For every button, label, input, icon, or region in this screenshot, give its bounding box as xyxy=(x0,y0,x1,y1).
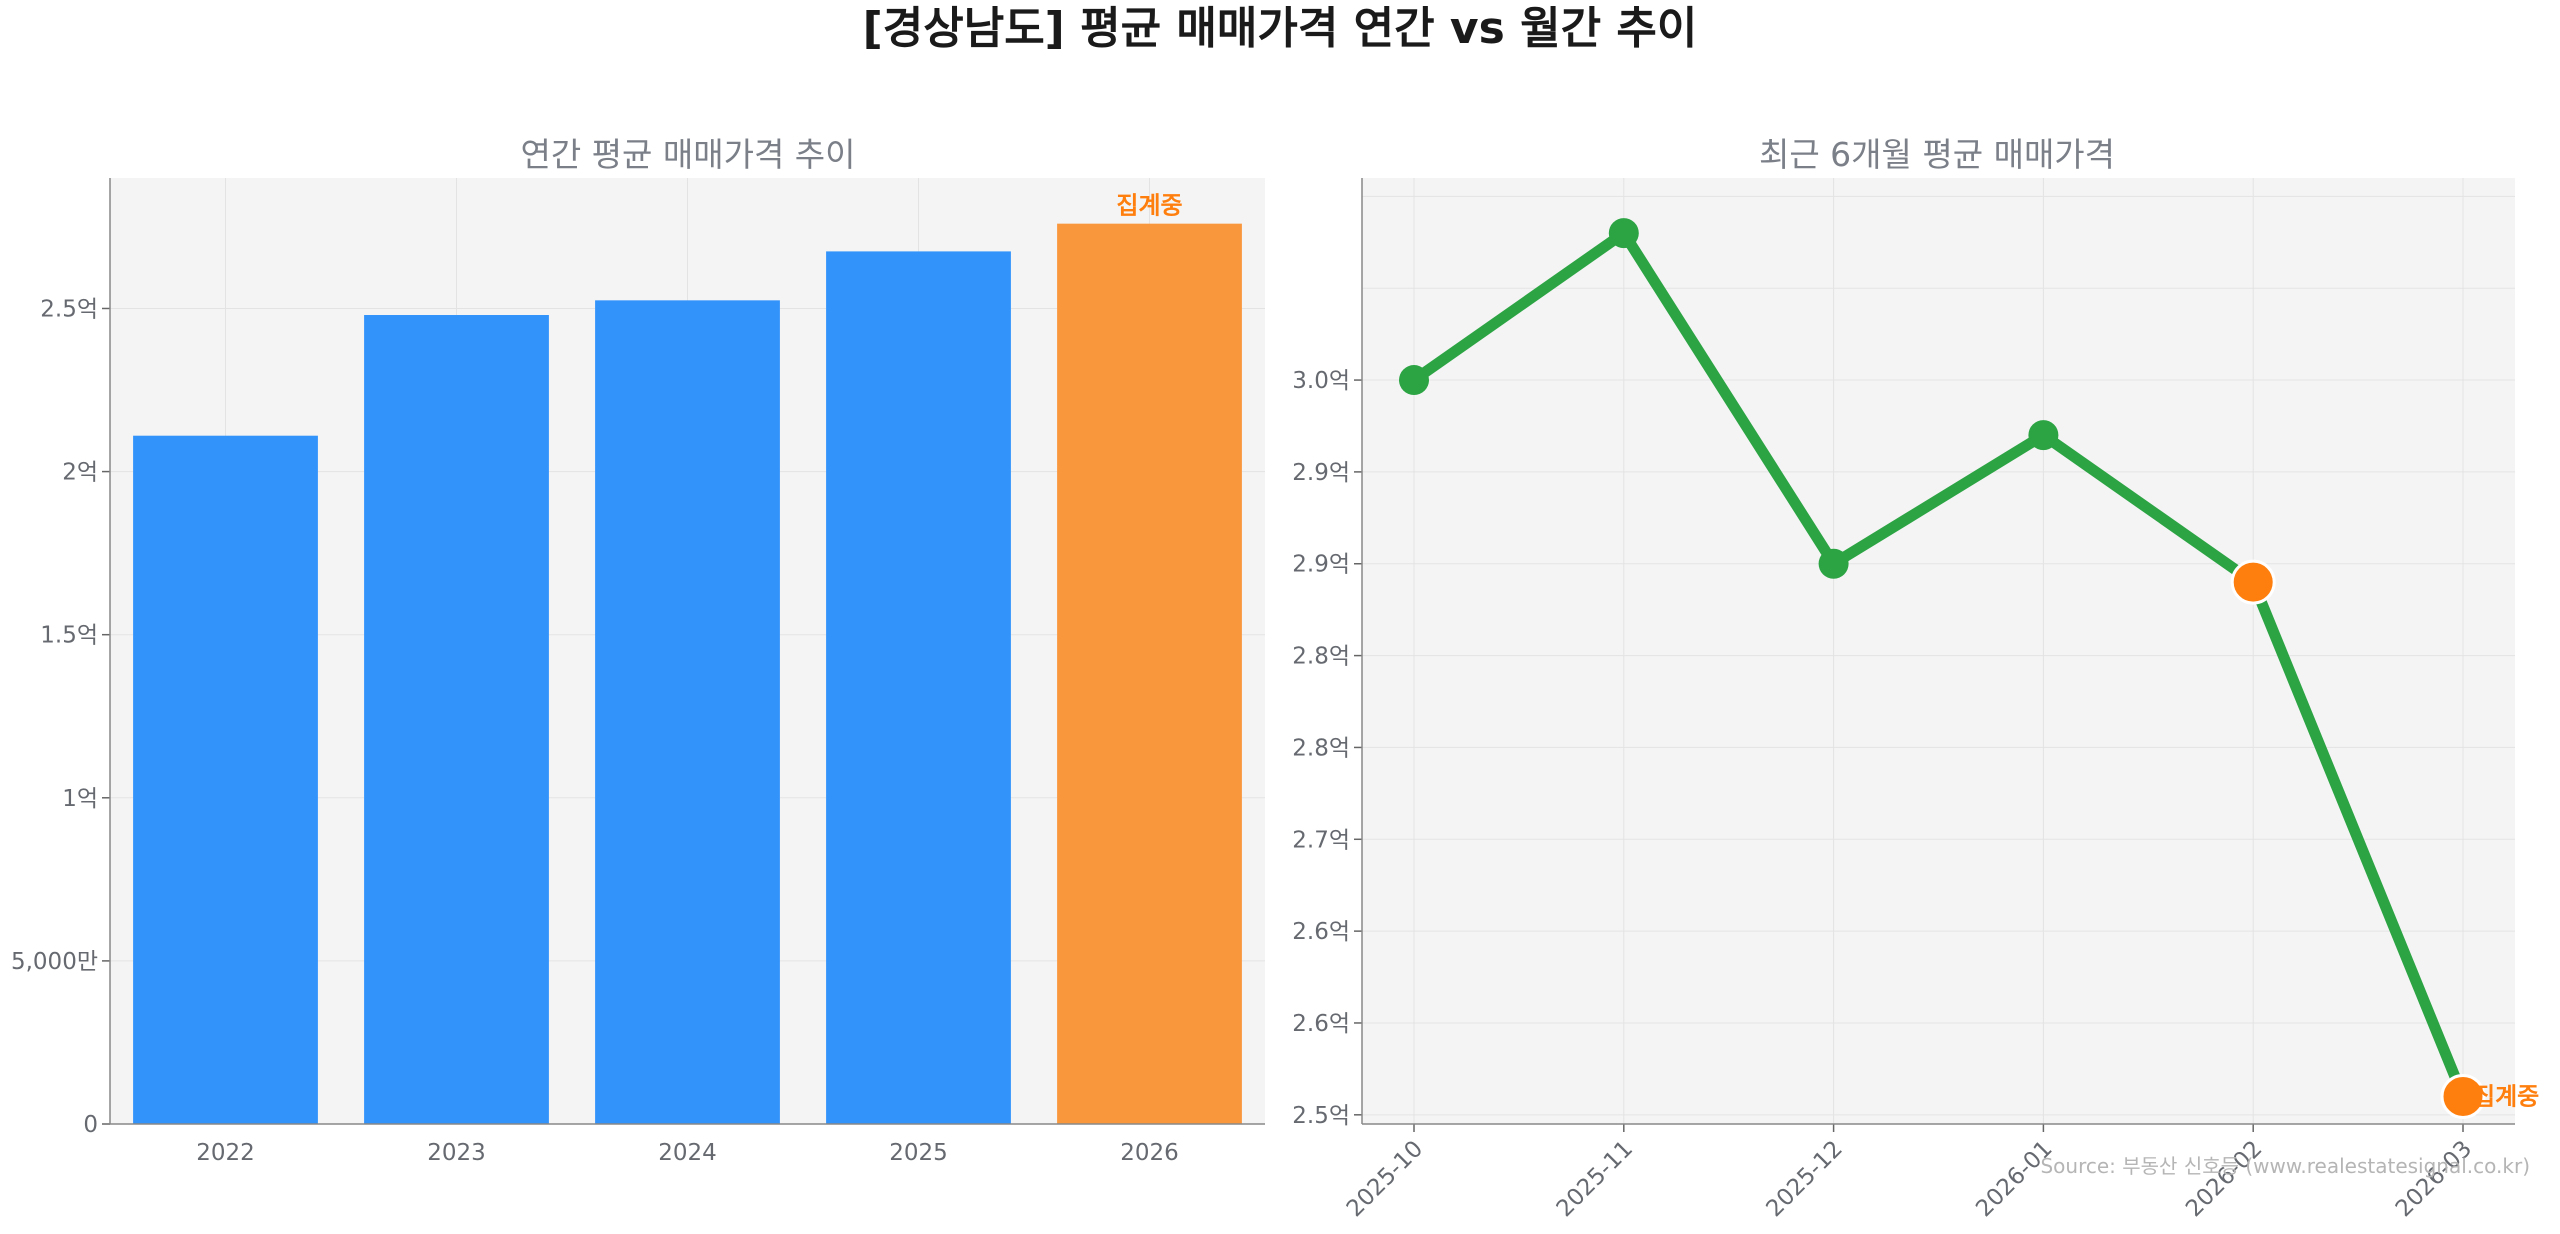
point-2026-03 xyxy=(2440,1073,2486,1119)
y-tick-label: 3.0억 xyxy=(1292,368,1350,394)
y-tick-label: 1억 xyxy=(62,786,98,812)
source-note: Source: 부동산 신호등 (www.realestatesignal.co… xyxy=(2040,1154,2530,1178)
bar-2026 xyxy=(1057,223,1242,1125)
bar-2023 xyxy=(364,315,549,1124)
y-tick-label: 0 xyxy=(83,1112,98,1138)
y-tick-label: 2.9억 xyxy=(1292,552,1350,578)
x-tick-label: 2026-02 xyxy=(2181,1136,2267,1222)
annual-bar-chart: 연간 평균 매매가격 추이 2022 2023 2024 2025 2026 집계중 0 5,… xyxy=(11,135,1265,1166)
plot-area xyxy=(1362,178,2515,1124)
x-tick-label: 2023 xyxy=(427,1140,486,1166)
x-tick-label: 2025-11 xyxy=(1552,1136,1638,1222)
y-tick-label: 2.9억 xyxy=(1292,460,1350,486)
monthly-line-chart: 최근 6개월 평균 매매가격 집계중 2.5억 2.6억 2.6억 2.7억 2.8억 2.… xyxy=(1292,135,2539,1222)
monthly-chart-subtitle: 최근 6개월 평균 매매가격 xyxy=(1759,135,2115,174)
point-2026-01 xyxy=(2028,420,2059,451)
annotation-collecting: 집계중 xyxy=(2473,1082,2539,1110)
y-tick-label: 5,000만 xyxy=(11,949,98,975)
bar-2025 xyxy=(826,251,1011,1124)
x-tick-label: 2025 xyxy=(889,1140,948,1166)
chart-title: [경상남도] 평균 매매가격 연간 vs 월간 추이 xyxy=(862,3,1698,54)
point-2025-10 xyxy=(1399,365,1429,396)
y-tick-label: 2.5억 xyxy=(1292,1103,1350,1129)
x-tick-label: 2026-01 xyxy=(1971,1136,2057,1222)
x-tick-label: 2024 xyxy=(658,1140,717,1166)
bar-2024 xyxy=(595,300,780,1124)
y-tick-label: 2.8억 xyxy=(1292,735,1350,761)
x-tick-label: 2022 xyxy=(196,1140,255,1166)
annual-chart-subtitle: 연간 평균 매매가격 추이 xyxy=(520,135,855,174)
point-2025-11 xyxy=(1608,218,1639,249)
y-tick-label: 2.8억 xyxy=(1292,644,1350,670)
annotation-collecting: 집계중 xyxy=(1116,192,1182,220)
x-tick-label: 2025-10 xyxy=(1342,1136,1428,1222)
y-tick-label: 2.5억 xyxy=(40,296,98,322)
bar-2022 xyxy=(133,435,318,1124)
y-tick-label: 2.7억 xyxy=(1292,827,1350,853)
y-tick-label: 2억 xyxy=(62,460,98,486)
y-tick-label: 2.6억 xyxy=(1292,919,1350,945)
point-2025-12 xyxy=(1818,548,1849,579)
x-tick-label: 2025-12 xyxy=(1761,1136,1847,1222)
y-tick-label: 2.6억 xyxy=(1292,1011,1350,1037)
x-tick-label: 2026-03 xyxy=(2391,1136,2477,1222)
series-line xyxy=(1408,227,2469,1102)
y-tick-label: 1.5억 xyxy=(40,623,98,649)
x-tick-label: 2026 xyxy=(1120,1140,1179,1166)
point-2026-02 xyxy=(2230,559,2276,605)
